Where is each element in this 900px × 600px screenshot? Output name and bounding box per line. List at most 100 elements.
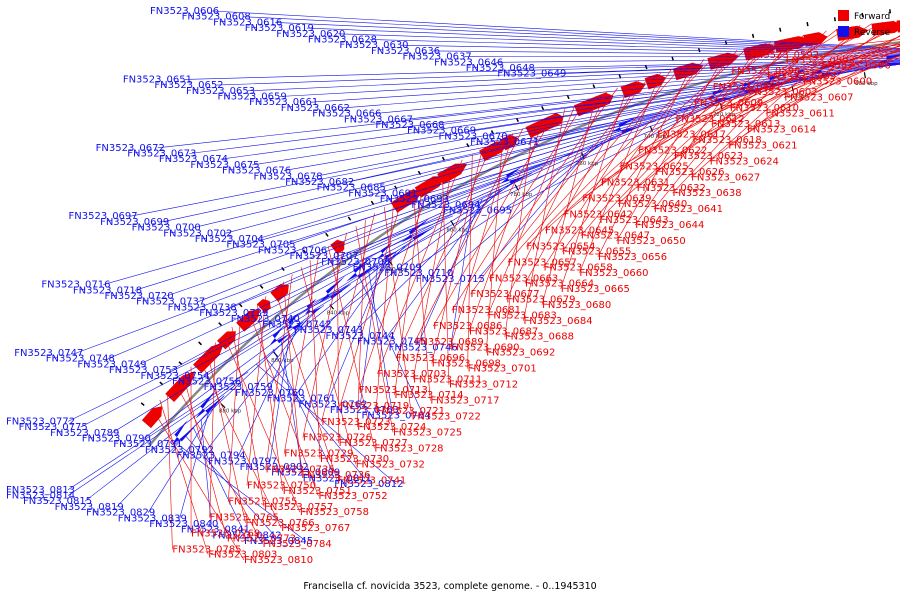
reverse-gene-label: FN3523_0708 xyxy=(321,257,390,268)
forward-gene-label: FN3523_0723 xyxy=(321,417,390,428)
forward-leader-line xyxy=(748,51,900,93)
forward-gene-label: FN3523_0765 xyxy=(210,512,279,523)
outer-marker xyxy=(325,232,329,237)
reverse-gene-label: FN3523_0707 xyxy=(290,251,359,262)
reverse-leader-line xyxy=(202,233,425,377)
reverse-leader-line xyxy=(243,16,900,50)
forward-gene-label: FN3523_0683 xyxy=(488,310,557,321)
forward-gene-label: FN3523_0751 xyxy=(283,486,352,497)
reverse-leader-line xyxy=(432,50,900,56)
reverse-leader-line xyxy=(351,128,635,257)
reverse-leader-line xyxy=(319,124,646,251)
axis-tick-label: 720 kbp xyxy=(713,112,736,118)
forward-gene-label: FN3523_0647 xyxy=(581,231,650,242)
reverse-leader-line xyxy=(311,63,900,103)
reverse-leader-line xyxy=(116,395,225,508)
reverse-gene-label: FN3523_0740 xyxy=(231,314,300,325)
reverse-leader-line xyxy=(112,297,334,434)
reverse-gene-label: FN3523_0742 xyxy=(262,320,331,331)
reverse-gene-label: FN3523_0685 xyxy=(317,183,386,194)
forward-gene-label: FN3523_0658 xyxy=(544,263,613,274)
forward-leader-line xyxy=(485,138,503,353)
reverse-gene-label: FN3523_0759 xyxy=(204,382,273,393)
forward-leader-line xyxy=(412,165,453,380)
outer-marker xyxy=(441,156,446,161)
reverse-gene-label: FN3523_0652 xyxy=(154,80,223,91)
reverse-gene-feature xyxy=(305,298,323,315)
forward-leader-line xyxy=(151,408,245,561)
reverse-gene-label: FN3523_0738 xyxy=(168,302,237,313)
reverse-gene-label: FN3523_0606 xyxy=(150,6,219,17)
reverse-gene-label: FN3523_0706 xyxy=(258,245,327,256)
reverse-gene-label: FN3523_0739 xyxy=(199,308,268,319)
forward-gene-feature xyxy=(525,116,563,138)
forward-gene-label: FN3523_0732 xyxy=(356,459,425,470)
forward-leader-line xyxy=(635,44,760,226)
forward-gene-label: FN3523_0609 xyxy=(694,98,763,109)
forward-leader-line xyxy=(785,44,900,61)
forward-gene-feature xyxy=(141,406,163,429)
outer-marker xyxy=(281,266,285,272)
reverse-leader-line xyxy=(238,326,299,456)
reverse-gene-label: FN3523_0691 xyxy=(348,188,417,199)
forward-gene-label: FN3523_0642 xyxy=(564,209,633,220)
outer-marker xyxy=(806,22,809,27)
forward-gene-label: FN3523_0612 xyxy=(675,114,744,125)
reverse-gene-label: FN3523_0666 xyxy=(312,109,381,120)
reverse-leader-line xyxy=(473,97,732,206)
forward-gene-label: FN3523_0657 xyxy=(508,257,577,268)
reverse-leader-line xyxy=(355,188,503,331)
reverse-leader-line xyxy=(67,284,351,422)
reverse-gene-label: FN3523_0812 xyxy=(334,479,403,490)
reverse-leader-line xyxy=(103,149,583,285)
reverse-leader-line xyxy=(185,436,275,536)
forward-gene-label: FN3523_0714 xyxy=(395,390,464,401)
forward-leader-line xyxy=(467,154,473,369)
forward-gene-label: FN3523_0660 xyxy=(579,268,648,279)
reverse-leader-line xyxy=(387,193,493,337)
reverse-gene-label: FN3523_0789 xyxy=(50,428,119,439)
forward-gene-label: FN3523_0681 xyxy=(452,305,521,316)
forward-gene-feature xyxy=(390,189,424,213)
reverse-gene-label: FN3523_0749 xyxy=(77,359,146,370)
reverse-gene-feature xyxy=(285,313,306,331)
outer-marker xyxy=(833,17,836,22)
forward-gene-label: FN3523_0727 xyxy=(339,438,408,449)
reverse-gene-label: FN3523_0797 xyxy=(208,456,277,467)
reverse-gene-label: FN3523_0815 xyxy=(23,496,92,507)
forward-gene-feature xyxy=(414,176,446,198)
forward-leader-line xyxy=(541,96,597,305)
reverse-gene-label: FN3523_0802 xyxy=(240,462,309,473)
forward-leader-line xyxy=(442,170,450,385)
forward-leader-line xyxy=(327,246,375,449)
forward-gene-label: FN3523_0703 xyxy=(377,369,446,380)
forward-gene-label: FN3523_0602 xyxy=(749,87,818,98)
reverse-gene-label: FN3523_0694 xyxy=(411,200,480,211)
reverse-gene-label: FN3523_0628 xyxy=(308,35,377,46)
forward-gene-label: FN3523_0625 xyxy=(620,162,689,173)
reverse-gene-label: FN3523_0704 xyxy=(195,234,264,245)
reverse-gene-label: FN3523_0743 xyxy=(294,325,363,336)
forward-leader-line xyxy=(451,100,586,311)
reverse-leader-line xyxy=(80,291,342,428)
forward-gene-label: FN3523_0600 xyxy=(803,77,872,88)
reverse-gene-label: FN3523_0710 xyxy=(384,268,453,279)
forward-leader-line xyxy=(821,51,900,66)
outer-marker xyxy=(218,322,223,327)
reverse-gene-feature xyxy=(195,388,225,419)
forward-gene-label: FN3523_0627 xyxy=(691,172,760,183)
forward-leader-line xyxy=(375,200,395,412)
forward-gene-label: FN3523_0596 xyxy=(822,61,891,72)
forward-leader-line xyxy=(729,49,900,109)
forward-leader-line xyxy=(712,46,900,88)
forward-gene-label: FN3523_0698 xyxy=(432,358,501,369)
forward-gene-label: FN3523_0766 xyxy=(245,518,314,529)
axis-tick-label: 700 kbp xyxy=(784,94,807,100)
forward-gene-feature xyxy=(479,141,509,162)
reverse-gene-label: FN3523_0819 xyxy=(55,502,124,513)
reverse-leader-line xyxy=(306,27,900,52)
reverse-gene-label: FN3523_0813 xyxy=(6,485,75,496)
forward-gene-label: FN3523_0664 xyxy=(525,279,594,290)
reverse-leader-line xyxy=(197,162,553,302)
